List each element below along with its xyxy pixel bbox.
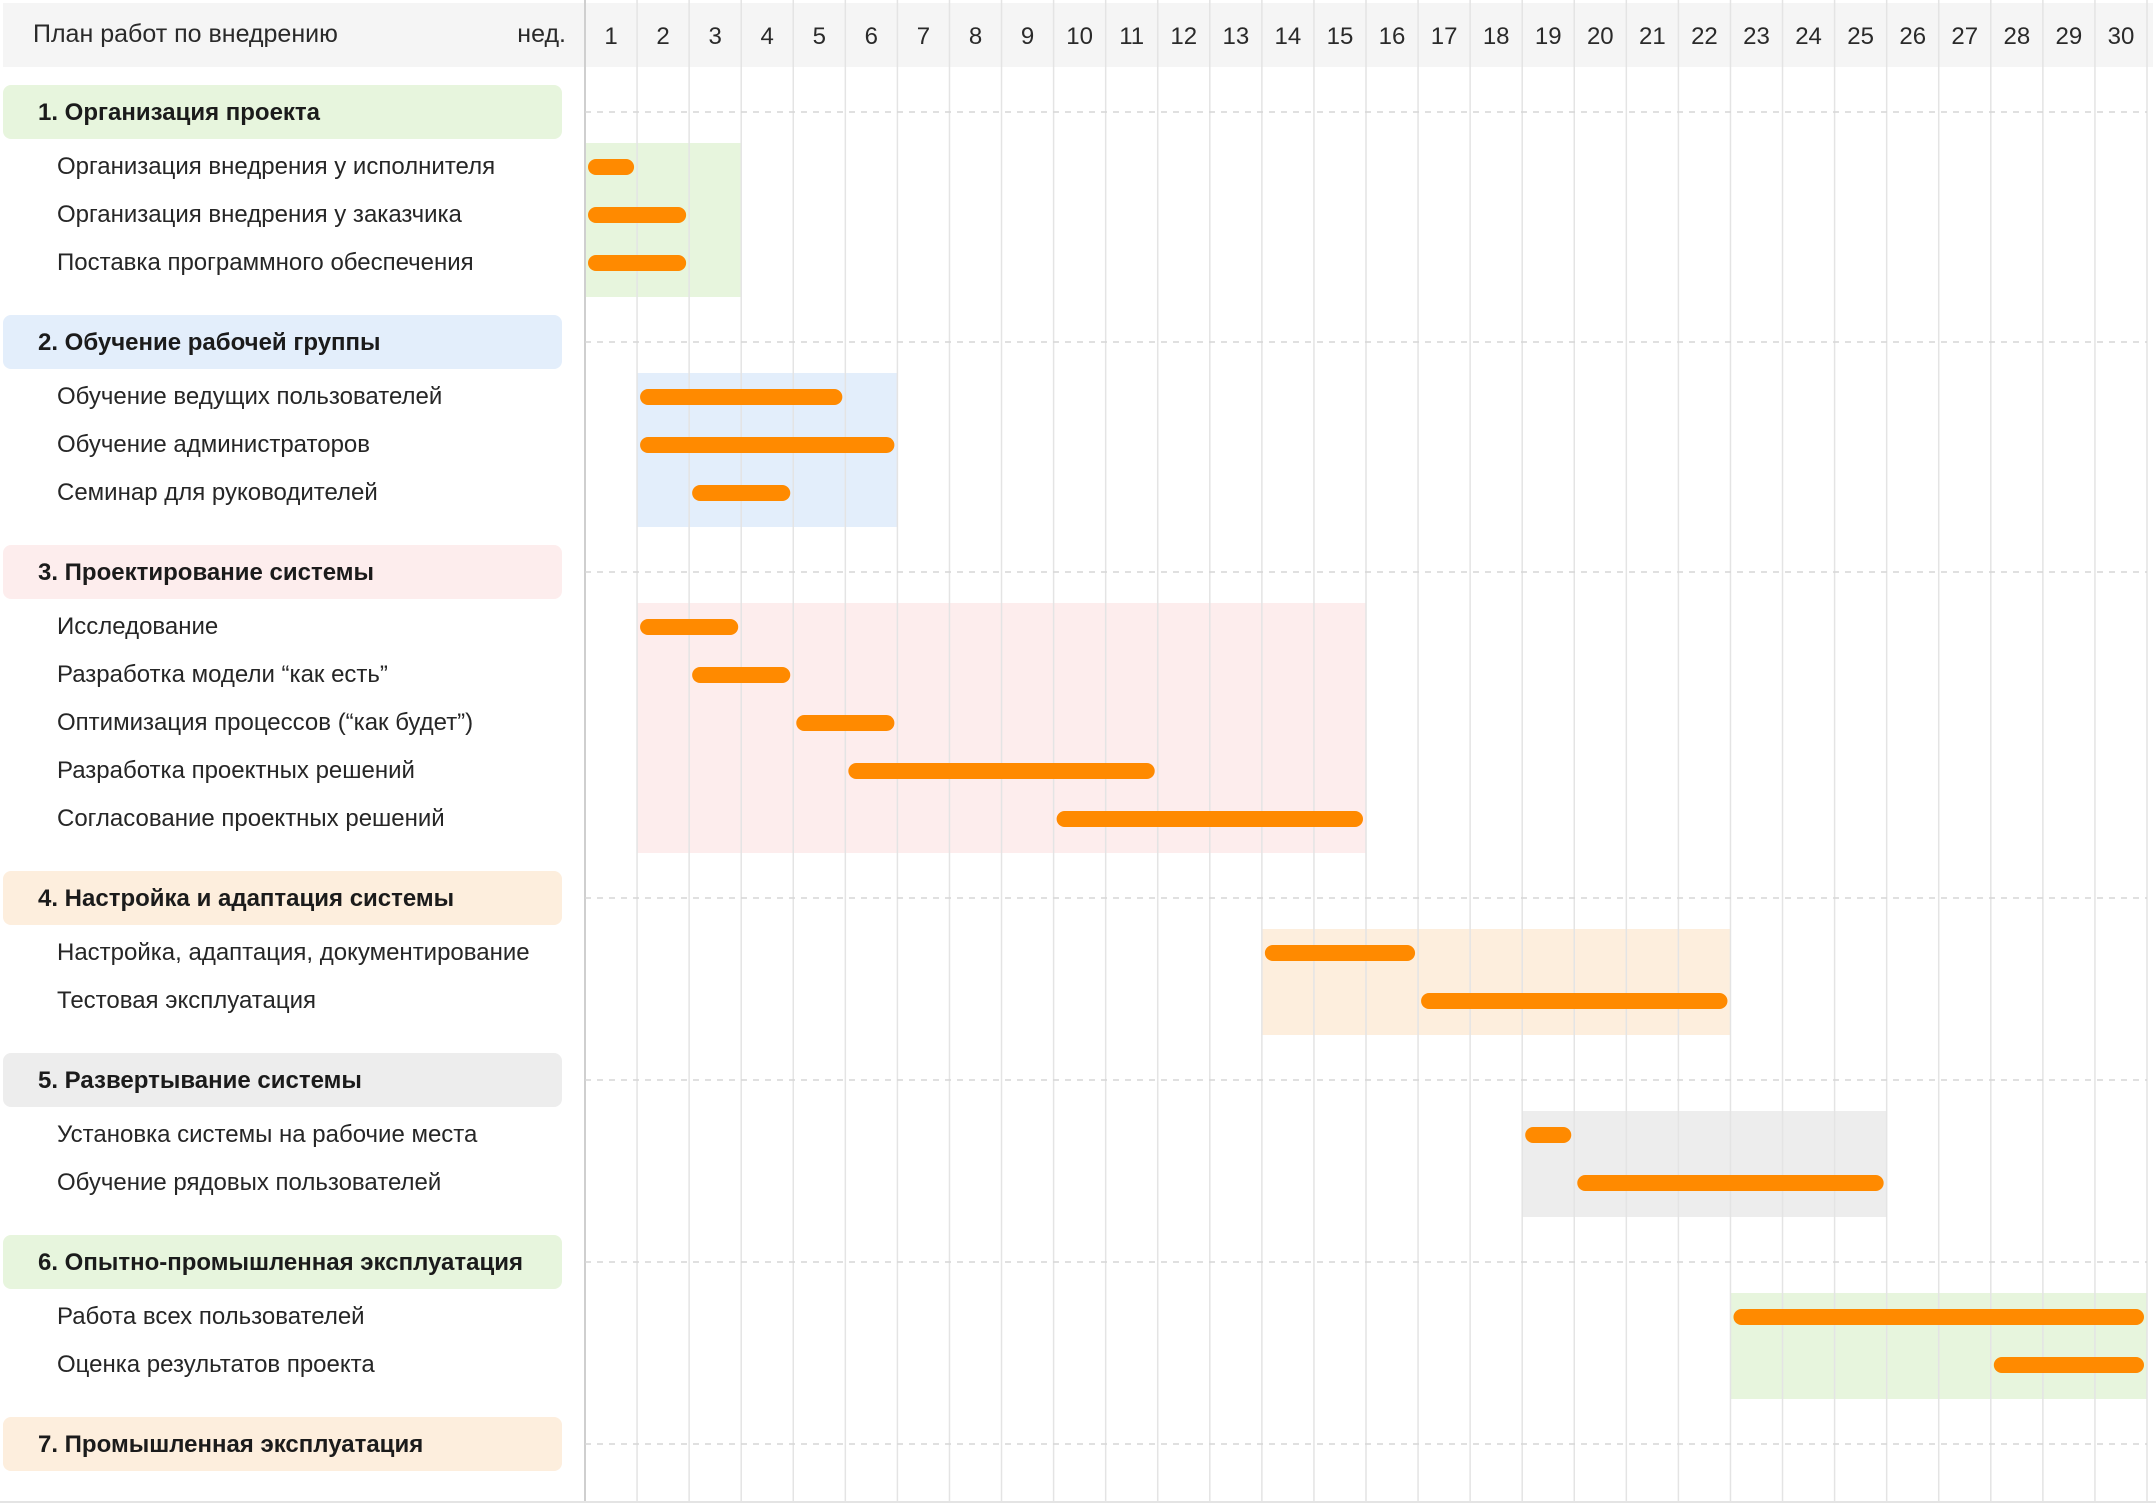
week-tick-label: 26 [1899,23,1926,50]
week-tick-label: 14 [1275,23,1302,50]
week-tick-label: 2 [656,23,669,50]
week-tick-label: 30 [2108,23,2135,50]
group-title: 7. Промышленная эксплуатация [38,1431,424,1458]
week-tick-label: 25 [1847,23,1874,50]
week-tick-label: 13 [1222,23,1249,50]
week-tick-label: 8 [969,23,982,50]
task-label: Организация внедрения у исполнителя [57,153,496,180]
task-bar [1993,1357,2144,1373]
task-label: Разработка проектных решений [57,757,415,784]
week-tick-label: 6 [865,23,878,50]
group-header-bg [3,1235,562,1289]
week-tick-label: 7 [917,23,930,50]
task-label: Поставка программного обеспечения [57,249,474,276]
week-tick-label: 23 [1743,23,1770,50]
group-title: 6. Опытно-промышленная эксплуатация [38,1249,524,1276]
week-tick-label: 16 [1379,23,1406,50]
task-bar [588,207,687,223]
group-title: 1. Организация проекта [38,99,321,126]
task-label: Настройка, адаптация, документирование [57,939,530,966]
week-tick-label: 9 [1021,23,1034,50]
group-header-bg [3,85,562,139]
task-label: Оценка результатов проекта [57,1351,375,1378]
group-title: 5. Развертывание системы [38,1067,362,1094]
week-tick-label: 20 [1587,23,1614,50]
week-tick-label: 28 [2003,23,2030,50]
week-tick-label: 10 [1066,23,1093,50]
week-tick-label: 1 [604,23,617,50]
chart-title: План работ по внедрению [33,20,338,48]
week-tick-label: 12 [1170,23,1197,50]
task-label: Тестовая эксплуатация [57,987,317,1014]
week-tick-label: 3 [708,23,721,50]
group-title: 2. Обучение рабочей группы [38,329,381,356]
group-header-bg [3,1417,562,1471]
task-bar [588,159,635,175]
week-tick-label: 18 [1483,23,1510,50]
group-header-bg [3,545,562,599]
week-tick-label: 22 [1691,23,1718,50]
group-header-bg [3,315,562,369]
task-label: Разработка модели “как есть” [57,661,388,688]
group-header-bg [3,871,562,925]
week-unit-label: нед. [517,20,566,48]
task-label: Согласование проектных решений [57,805,445,832]
week-tick-label: 27 [1951,23,1978,50]
task-label: Семинар для руководителей [57,479,378,506]
task-label: Обучение ведущих пользователей [57,383,443,410]
group-title: 3. Проектирование системы [38,559,374,586]
task-bar [796,715,895,731]
task-bar [1525,1127,1572,1143]
task-bar [640,389,843,405]
task-bar [848,763,1155,779]
task-label: Обучение администраторов [57,431,371,458]
task-label: Организация внедрения у заказчика [57,201,462,228]
week-tick-label: 11 [1119,23,1144,50]
group-span-bg [1522,1111,1887,1217]
week-header-bg [585,3,2153,67]
task-label: Обучение рядовых пользователей [57,1169,442,1196]
task-list-panel: 1. Организация проекта Организация внедре… [0,0,585,1504]
task-bar [692,667,791,683]
task-bar [588,255,687,271]
task-bar [1264,945,1416,961]
week-tick-label: 17 [1431,23,1458,50]
task-bar [640,437,895,453]
task-label: Исследование [57,613,219,640]
task-bar [1733,1309,2144,1325]
group-title: 4. Настройка и адаптация системы [38,885,455,912]
task-bar [1056,811,1363,827]
task-label: Работа всех пользователей [57,1303,365,1330]
week-tick-label: 5 [813,23,826,50]
task-bar [640,619,739,635]
group-header-bg [3,1053,562,1107]
task-bar [692,485,791,501]
header-left: План работ по внедрению нед. [3,3,584,67]
task-bar [1421,993,1728,1009]
week-tick-label: 19 [1535,23,1562,50]
task-label: Оптимизация процессов (“как будет”) [57,709,474,736]
group-span-bg [1261,929,1731,1035]
week-tick-label: 4 [761,23,774,50]
task-label: Установка системы на рабочие места [57,1121,478,1148]
week-tick-label: 21 [1639,23,1666,50]
week-tick-label: 29 [2056,23,2083,50]
task-bar [1577,1175,1884,1191]
week-tick-label: 24 [1795,23,1822,50]
week-tick-label: 15 [1327,23,1354,50]
